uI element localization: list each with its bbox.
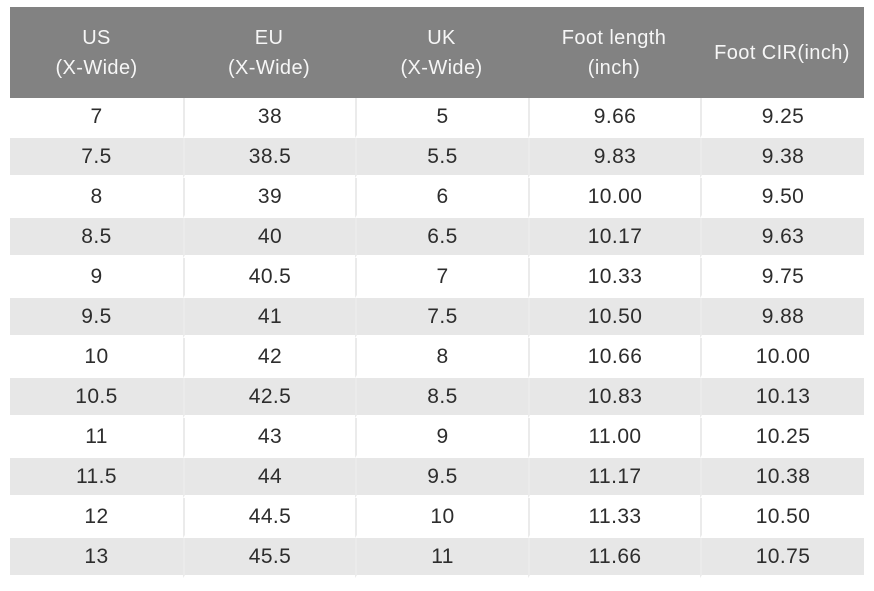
table-cell: 9 bbox=[355, 418, 528, 458]
table-cell: 9.75 bbox=[700, 258, 864, 298]
table-cell: 10 bbox=[10, 338, 183, 378]
table-cell: 9.38 bbox=[700, 138, 864, 178]
table-cell: 9.5 bbox=[10, 298, 183, 338]
table-row: 9 40.5 7 10.33 9.75 bbox=[10, 258, 864, 298]
table-cell: 9.66 bbox=[528, 98, 700, 138]
table-cell: 8.5 bbox=[10, 218, 183, 258]
table-row: 7.5 38.5 5.5 9.83 9.38 bbox=[10, 138, 864, 178]
table-row: 11.5 44 9.5 11.17 10.38 bbox=[10, 458, 864, 498]
table-cell: 9.83 bbox=[528, 138, 700, 178]
table-cell: 9.25 bbox=[700, 98, 864, 138]
table-cell: 10.25 bbox=[700, 418, 864, 458]
table-row: 11 43 9 11.00 10.25 bbox=[10, 418, 864, 458]
table-cell: 5 bbox=[355, 98, 528, 138]
table-cell: 9 bbox=[10, 258, 183, 298]
table-cell: 11 bbox=[10, 418, 183, 458]
table-cell: 8.5 bbox=[355, 378, 528, 418]
table-row: 7 38 5 9.66 9.25 bbox=[10, 98, 864, 138]
table-cell: 9.50 bbox=[700, 178, 864, 218]
table-cell: 38 bbox=[183, 98, 355, 138]
table-row: 10 42 8 10.66 10.00 bbox=[10, 338, 864, 378]
table-cell: 44 bbox=[183, 458, 355, 498]
column-header: Foot length (inch) bbox=[528, 7, 700, 98]
table-cell: 40 bbox=[183, 218, 355, 258]
table-cell: 44.5 bbox=[183, 498, 355, 538]
table-cell: 7.5 bbox=[355, 298, 528, 338]
table-cell: 6 bbox=[355, 178, 528, 218]
column-header: Foot CIR(inch) bbox=[700, 7, 864, 98]
table-cell: 42 bbox=[183, 338, 355, 378]
table-row: 10.5 42.5 8.5 10.83 10.13 bbox=[10, 378, 864, 418]
table-cell: 10.50 bbox=[528, 298, 700, 338]
table-cell: 11 bbox=[355, 538, 528, 578]
table-row: 8 39 6 10.00 9.50 bbox=[10, 178, 864, 218]
table-cell: 10.83 bbox=[528, 378, 700, 418]
table-cell: 7 bbox=[355, 258, 528, 298]
table-cell: 7 bbox=[10, 98, 183, 138]
table-row: 12 44.5 10 11.33 10.50 bbox=[10, 498, 864, 538]
table-row: 8.5 40 6.5 10.17 9.63 bbox=[10, 218, 864, 258]
table-row: 9.5 41 7.5 10.50 9.88 bbox=[10, 298, 864, 338]
table-cell: 6.5 bbox=[355, 218, 528, 258]
header-row: US (X-Wide) EU (X-Wide) UK (X-Wide) Foot le… bbox=[10, 7, 864, 98]
table-cell: 10.38 bbox=[700, 458, 864, 498]
table-cell: 10.33 bbox=[528, 258, 700, 298]
table-row: 13 45.5 11 11.66 10.75 bbox=[10, 538, 864, 578]
table-cell: 41 bbox=[183, 298, 355, 338]
table-cell: 9.88 bbox=[700, 298, 864, 338]
table-cell: 11.66 bbox=[528, 538, 700, 578]
table-cell: 10.5 bbox=[10, 378, 183, 418]
table-cell: 11.17 bbox=[528, 458, 700, 498]
size-chart-table: US (X-Wide) EU (X-Wide) UK (X-Wide) Foot le… bbox=[10, 7, 864, 578]
table-cell: 11.5 bbox=[10, 458, 183, 498]
table-cell: 9.5 bbox=[355, 458, 528, 498]
table-cell: 10.13 bbox=[700, 378, 864, 418]
table-cell: 45.5 bbox=[183, 538, 355, 578]
table-cell: 9.63 bbox=[700, 218, 864, 258]
table-cell: 8 bbox=[355, 338, 528, 378]
table-cell: 38.5 bbox=[183, 138, 355, 178]
table-cell: 10.17 bbox=[528, 218, 700, 258]
table-cell: 10 bbox=[355, 498, 528, 538]
table-cell: 10.66 bbox=[528, 338, 700, 378]
table-cell: 13 bbox=[10, 538, 183, 578]
table-cell: 8 bbox=[10, 178, 183, 218]
table-cell: 10.00 bbox=[700, 338, 864, 378]
table-cell: 11.00 bbox=[528, 418, 700, 458]
table-cell: 11.33 bbox=[528, 498, 700, 538]
table-cell: 40.5 bbox=[183, 258, 355, 298]
table-cell: 39 bbox=[183, 178, 355, 218]
table-cell: 5.5 bbox=[355, 138, 528, 178]
column-header: UK (X-Wide) bbox=[355, 7, 528, 98]
table-cell: 43 bbox=[183, 418, 355, 458]
column-header: US (X-Wide) bbox=[10, 7, 183, 98]
table-cell: 7.5 bbox=[10, 138, 183, 178]
table-cell: 10.50 bbox=[700, 498, 864, 538]
table-cell: 10.75 bbox=[700, 538, 864, 578]
table-cell: 10.00 bbox=[528, 178, 700, 218]
column-header: EU (X-Wide) bbox=[183, 7, 355, 98]
table-cell: 42.5 bbox=[183, 378, 355, 418]
table-body: 7 38 5 9.66 9.25 7.5 38.5 5.5 9.83 9.38 8 39 6 10.00 9… bbox=[10, 98, 864, 578]
table-cell: 12 bbox=[10, 498, 183, 538]
